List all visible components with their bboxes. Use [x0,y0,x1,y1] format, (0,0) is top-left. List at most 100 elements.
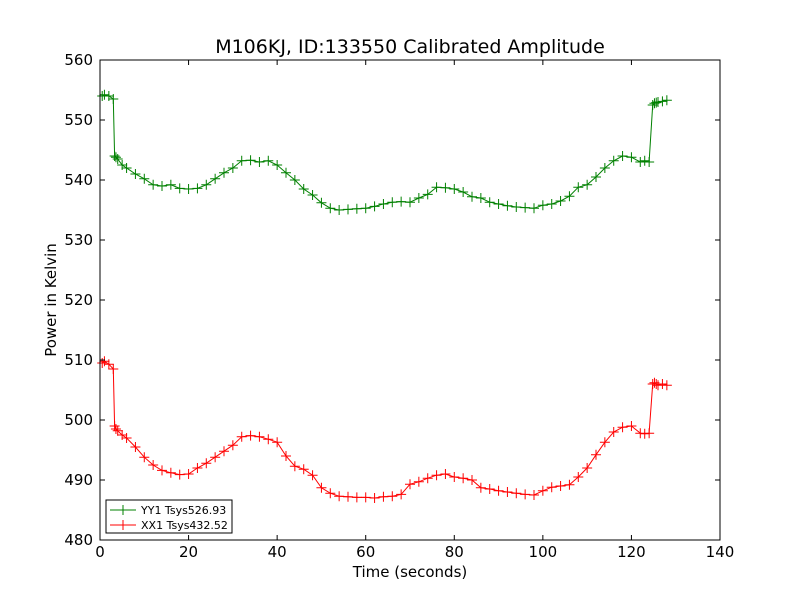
data-point [502,200,513,211]
data-point [564,191,575,202]
data-point [245,430,256,441]
data-point [289,175,300,185]
data-point [537,200,548,211]
data-point [599,163,610,173]
data-point [467,191,477,202]
data-point [281,451,291,461]
x-tick-label: 40 [268,543,287,561]
data-point [422,189,433,200]
data-point [661,380,672,391]
data-point [458,187,469,197]
x-tick-label: 80 [445,543,464,561]
data-point [369,493,380,503]
data-point [564,479,575,490]
data-point [165,467,176,478]
data-point [475,193,486,203]
data-point [351,492,362,503]
y-tick-label: 540 [64,171,93,189]
data-point [387,197,398,208]
data-point [644,157,655,167]
x-tick-label: 0 [95,543,105,561]
data-point [378,491,389,502]
y-tick-label: 510 [64,351,93,369]
data-point [183,184,194,194]
data-point [254,157,265,167]
data-point [529,203,539,214]
data-point [289,461,300,472]
data-point [210,173,221,184]
x-axis-ticks: 0 20 40 60 80 100 120 140 [95,60,734,561]
data-point [307,470,318,481]
data-point [334,205,345,215]
x-tick-label: 60 [356,543,375,561]
data-point [626,421,637,431]
data-point [165,179,176,190]
data-point [413,193,424,203]
data-point [236,431,247,442]
data-point [422,473,433,484]
data-point [263,434,274,445]
data-point [245,155,256,166]
data-point [298,464,309,475]
data-point [440,182,451,193]
data-point [219,446,229,457]
data-point [183,469,194,479]
data-point [148,460,159,470]
data-point [635,157,646,167]
data-point [520,489,531,500]
data-point [236,155,247,166]
data-point [360,492,371,503]
data-point [343,491,353,502]
data-point [529,490,539,500]
data-point [112,425,123,436]
data-point [591,449,601,460]
y-tick-label: 490 [64,471,93,489]
data-point [112,154,123,164]
data-point [192,463,203,473]
data-point [130,442,141,452]
data-point [201,179,212,190]
data-point [413,476,424,487]
data-point [617,151,628,161]
data-point [653,380,663,391]
y-tick-label: 520 [64,291,93,309]
data-point [343,204,353,215]
y-axis-label: Power in Kelvin [42,243,60,357]
data-point [351,203,362,214]
data-point [440,469,451,479]
data-point [467,475,477,485]
data-point [360,203,371,214]
data-point [108,364,119,374]
data-point [130,169,141,179]
data-point [148,179,159,190]
data-point [110,424,121,434]
data-point [431,182,442,193]
chart-title: M106KJ, ID:133550 Calibrated Amplitude [215,36,605,58]
data-point [657,96,668,107]
data-point [174,183,185,194]
data-point [157,465,167,476]
data-point [103,359,114,370]
y-tick-label: 560 [64,51,93,69]
data-point [617,422,628,433]
data-point [227,440,238,451]
data-point [626,152,637,163]
x-axis-label: Time (seconds) [352,563,468,581]
data-point [298,184,309,194]
data-point [661,95,672,106]
data-point [644,428,655,439]
data-point [502,487,513,497]
data-point [431,470,442,481]
data-point [591,172,601,182]
y-tick-label: 530 [64,231,93,249]
data-point [573,182,584,193]
data-point [511,488,522,499]
data-point [546,482,557,493]
data-point [139,173,150,184]
data-point [396,196,407,207]
data-point [582,179,593,190]
data-point [405,479,415,490]
data-point [520,202,531,213]
data-point [121,163,132,173]
legend-swatch-marker [118,520,128,530]
